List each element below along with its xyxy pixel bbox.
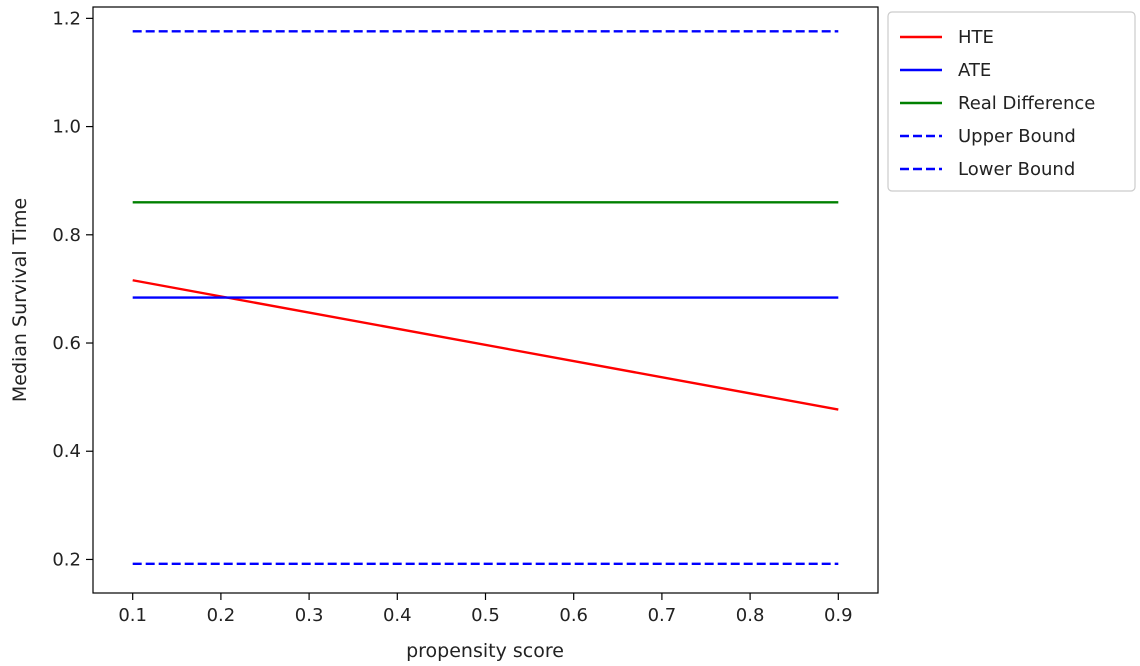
x-tick-label: 0.4 [383,605,412,626]
x-tick-label: 0.2 [207,605,236,626]
y-axis-label: Median Survival Time [9,198,31,402]
legend-label-lower-bound: Lower Bound [958,159,1075,180]
legend-box [887,11,1136,192]
y-tick-label: 0.8 [52,225,81,246]
x-tick-label: 0.5 [471,605,500,626]
y-axis: 0.2 0.4 0.6 0.8 1.0 1.2 [52,8,93,570]
legend-label-hte: HTE [958,27,994,48]
series-line-hte [132,279,839,411]
legend-label-upper-bound: Upper Bound [958,126,1076,147]
legend-label-ate: ATE [958,60,991,81]
y-tick-label: 0.6 [52,333,81,354]
x-tick-label: 0.8 [736,605,765,626]
plot-area [93,7,878,593]
x-tick-label: 0.9 [824,605,853,626]
x-axis-label: propensity score [406,640,564,662]
y-tick-label: 0.4 [52,441,81,462]
x-axis: 0.1 0.2 0.3 0.4 0.5 0.6 0.7 0.8 0.9 [118,593,853,626]
x-tick-label: 0.6 [559,605,588,626]
y-tick-label: 1.0 [52,117,81,138]
x-tick-label: 0.3 [295,605,324,626]
x-tick-label: 0.1 [118,605,147,626]
series-layer [132,30,839,565]
legend: HTE ATE Real Difference Upper Bound Lower Bo… [887,11,1136,192]
y-tick-label: 0.2 [52,549,81,570]
y-tick-label: 1.2 [52,8,81,29]
x-tick-label: 0.7 [648,605,677,626]
legend-label-real-difference: Real Difference [958,93,1095,114]
